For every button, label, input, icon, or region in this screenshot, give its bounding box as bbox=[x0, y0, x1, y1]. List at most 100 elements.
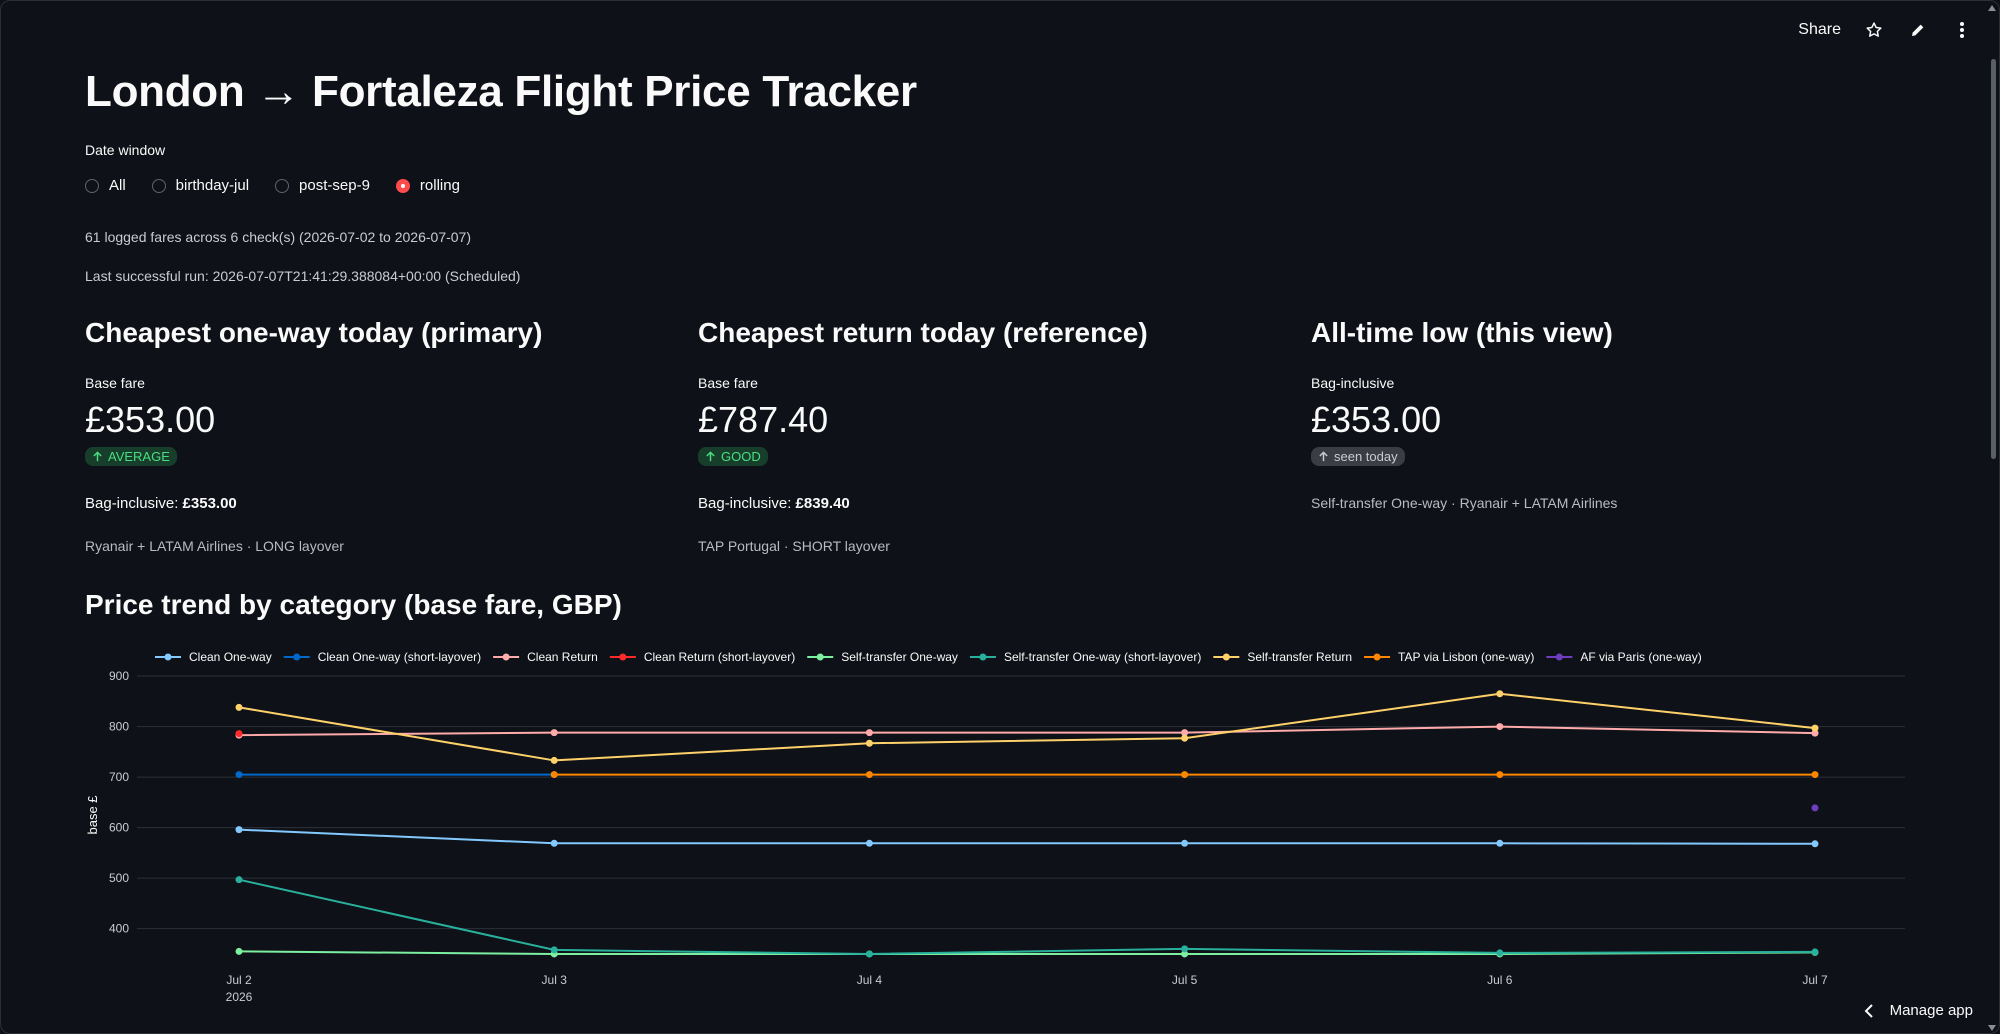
legend-swatch-dot bbox=[164, 653, 172, 661]
data-point bbox=[865, 950, 873, 958]
x-tick-label: Jul 3 bbox=[542, 973, 568, 987]
bag-value: £353.00 bbox=[182, 495, 237, 512]
series-line bbox=[238, 725, 1816, 737]
data-point bbox=[865, 739, 873, 747]
delta-badge: AVERAGE bbox=[85, 447, 177, 466]
x-tick-label: Jul 5 bbox=[1172, 973, 1198, 987]
legend-swatch-dot bbox=[816, 653, 824, 661]
chevron-left-icon bbox=[1864, 1003, 1873, 1018]
arrow-up-icon bbox=[1319, 451, 1328, 462]
data-point bbox=[1811, 771, 1819, 779]
fares-caption: 61 logged fares across 6 check(s) (2026-… bbox=[85, 229, 471, 245]
page-title: London → Fortaleza Flight Price Tracker bbox=[85, 67, 917, 116]
legend-entry: Clean Return bbox=[527, 650, 598, 664]
radio-dot-icon[interactable] bbox=[275, 178, 290, 193]
series-line bbox=[238, 878, 1816, 955]
legend-entry: Self-transfer One-way bbox=[841, 650, 958, 664]
data-point bbox=[865, 729, 873, 737]
legend-entry: Clean One-way bbox=[189, 650, 272, 664]
data-point bbox=[1181, 839, 1189, 847]
radio-birthday-jul[interactable]: birthday-jul bbox=[151, 177, 250, 194]
y-axis-label: base £ bbox=[85, 795, 100, 835]
bag-inclusive-line: Bag-inclusive: £353.00 bbox=[85, 495, 665, 512]
radio-label-rolling: rolling bbox=[419, 177, 460, 194]
radio-all[interactable]: All bbox=[85, 177, 126, 194]
delta-text: GOOD bbox=[721, 449, 761, 464]
pencil-icon[interactable] bbox=[1907, 19, 1929, 41]
legend-swatch-dot bbox=[1555, 653, 1563, 661]
data-point bbox=[235, 730, 243, 738]
y-tick-label: 600 bbox=[109, 821, 129, 835]
metric-details: Self-transfer One-way · Ryanair + LATAM … bbox=[1311, 495, 1618, 511]
scrollbar-thumb[interactable] bbox=[1991, 59, 1996, 459]
data-point bbox=[1181, 950, 1189, 958]
bag-label: Bag-inclusive: bbox=[698, 495, 796, 512]
arrow-up-icon bbox=[706, 451, 715, 462]
metric-all-time-low: All-time low (this view) Bag-inclusive £… bbox=[1311, 317, 1891, 511]
manage-app-label: Manage app bbox=[1889, 1002, 1973, 1019]
data-point bbox=[550, 839, 558, 847]
legend-swatch-dot bbox=[1373, 653, 1381, 661]
data-point bbox=[1181, 734, 1189, 742]
scroll-up-arrow-icon[interactable] bbox=[1988, 5, 1996, 11]
bag-label: Bag-inclusive: bbox=[85, 495, 183, 512]
metric-details: TAP Portugal · SHORT layover bbox=[698, 538, 890, 554]
data-point bbox=[1811, 724, 1819, 732]
legend-swatch-dot bbox=[502, 653, 510, 661]
scroll-down-arrow-icon[interactable] bbox=[1988, 1025, 1996, 1031]
share-button[interactable]: Share bbox=[1798, 21, 1841, 38]
series-line bbox=[238, 828, 1816, 845]
y-tick-label: 500 bbox=[109, 871, 129, 885]
delta-text: AVERAGE bbox=[108, 449, 170, 464]
x-tick-label: Jul 6 bbox=[1487, 973, 1513, 987]
data-point bbox=[865, 839, 873, 847]
last-run-caption: Last successful run: 2026-07-07T21:41:29… bbox=[85, 268, 521, 284]
data-point bbox=[550, 946, 558, 954]
radio-label-birthday-jul: birthday-jul bbox=[175, 177, 250, 194]
delta-badge: seen today bbox=[1311, 447, 1405, 466]
radio-dot-icon[interactable] bbox=[85, 178, 99, 193]
legend-swatch-dot bbox=[979, 653, 987, 661]
data-point bbox=[865, 771, 873, 779]
metric-details: Ryanair + LATAM Airlines · LONG layover bbox=[85, 538, 344, 554]
x-year-label: 2026 bbox=[226, 990, 253, 1004]
y-tick-label: 800 bbox=[109, 720, 129, 734]
bag-inclusive-line: Bag-inclusive: £839.40 bbox=[698, 495, 1278, 512]
legend-entry: TAP via Lisbon (one-way) bbox=[1398, 650, 1534, 664]
legend-entry: Clean One-way (short-layover) bbox=[318, 650, 481, 664]
metric-label: Base fare bbox=[698, 375, 758, 391]
y-tick-label: 400 bbox=[109, 922, 129, 936]
x-tick-label: Jul 4 bbox=[857, 973, 883, 987]
metric-heading: All-time low (this view) bbox=[1311, 317, 1613, 348]
price-trend-chart[interactable]: 400 500 600 700 800 900 base £ Jul 2 Jul 3 Jul 4 J… bbox=[85, 641, 1925, 1011]
metric-cheapest-one-way: Cheapest one-way today (primary) Base fa… bbox=[85, 317, 665, 554]
data-point bbox=[1496, 690, 1504, 698]
legend-entry: Clean Return (short-layover) bbox=[644, 650, 795, 664]
data-point bbox=[1496, 949, 1504, 957]
legend-entry: Self-transfer Return bbox=[1247, 650, 1352, 664]
y-tick-label: 700 bbox=[109, 770, 129, 784]
radio-dot-selected-icon[interactable] bbox=[395, 178, 410, 193]
data-point bbox=[235, 826, 243, 834]
metric-heading: Cheapest return today (reference) bbox=[698, 317, 1148, 348]
radio-rolling[interactable]: rolling bbox=[395, 177, 460, 194]
radio-dot-icon[interactable] bbox=[151, 178, 166, 193]
manage-app-button[interactable]: Manage app bbox=[1864, 1002, 1973, 1019]
data-point bbox=[1811, 804, 1819, 812]
star-icon[interactable] bbox=[1863, 19, 1885, 41]
data-point bbox=[1811, 729, 1819, 737]
kebab-menu-icon[interactable] bbox=[1951, 19, 1973, 41]
data-point bbox=[235, 771, 243, 779]
metric-value: £787.40 bbox=[698, 399, 829, 440]
radio-post-sep-9[interactable]: post-sep-9 bbox=[275, 177, 370, 194]
metric-label: Bag-inclusive bbox=[1311, 375, 1395, 391]
x-tick-label: Jul 7 bbox=[1802, 973, 1828, 987]
data-point bbox=[1496, 723, 1504, 731]
metric-value: £353.00 bbox=[1311, 399, 1442, 440]
legend-swatch-dot bbox=[619, 653, 627, 661]
data-point bbox=[1496, 839, 1504, 847]
page-scrollbar[interactable] bbox=[1987, 1, 1999, 1033]
legend-entry: AF via Paris (one-way) bbox=[1580, 650, 1701, 664]
metric-value: £353.00 bbox=[85, 399, 216, 440]
